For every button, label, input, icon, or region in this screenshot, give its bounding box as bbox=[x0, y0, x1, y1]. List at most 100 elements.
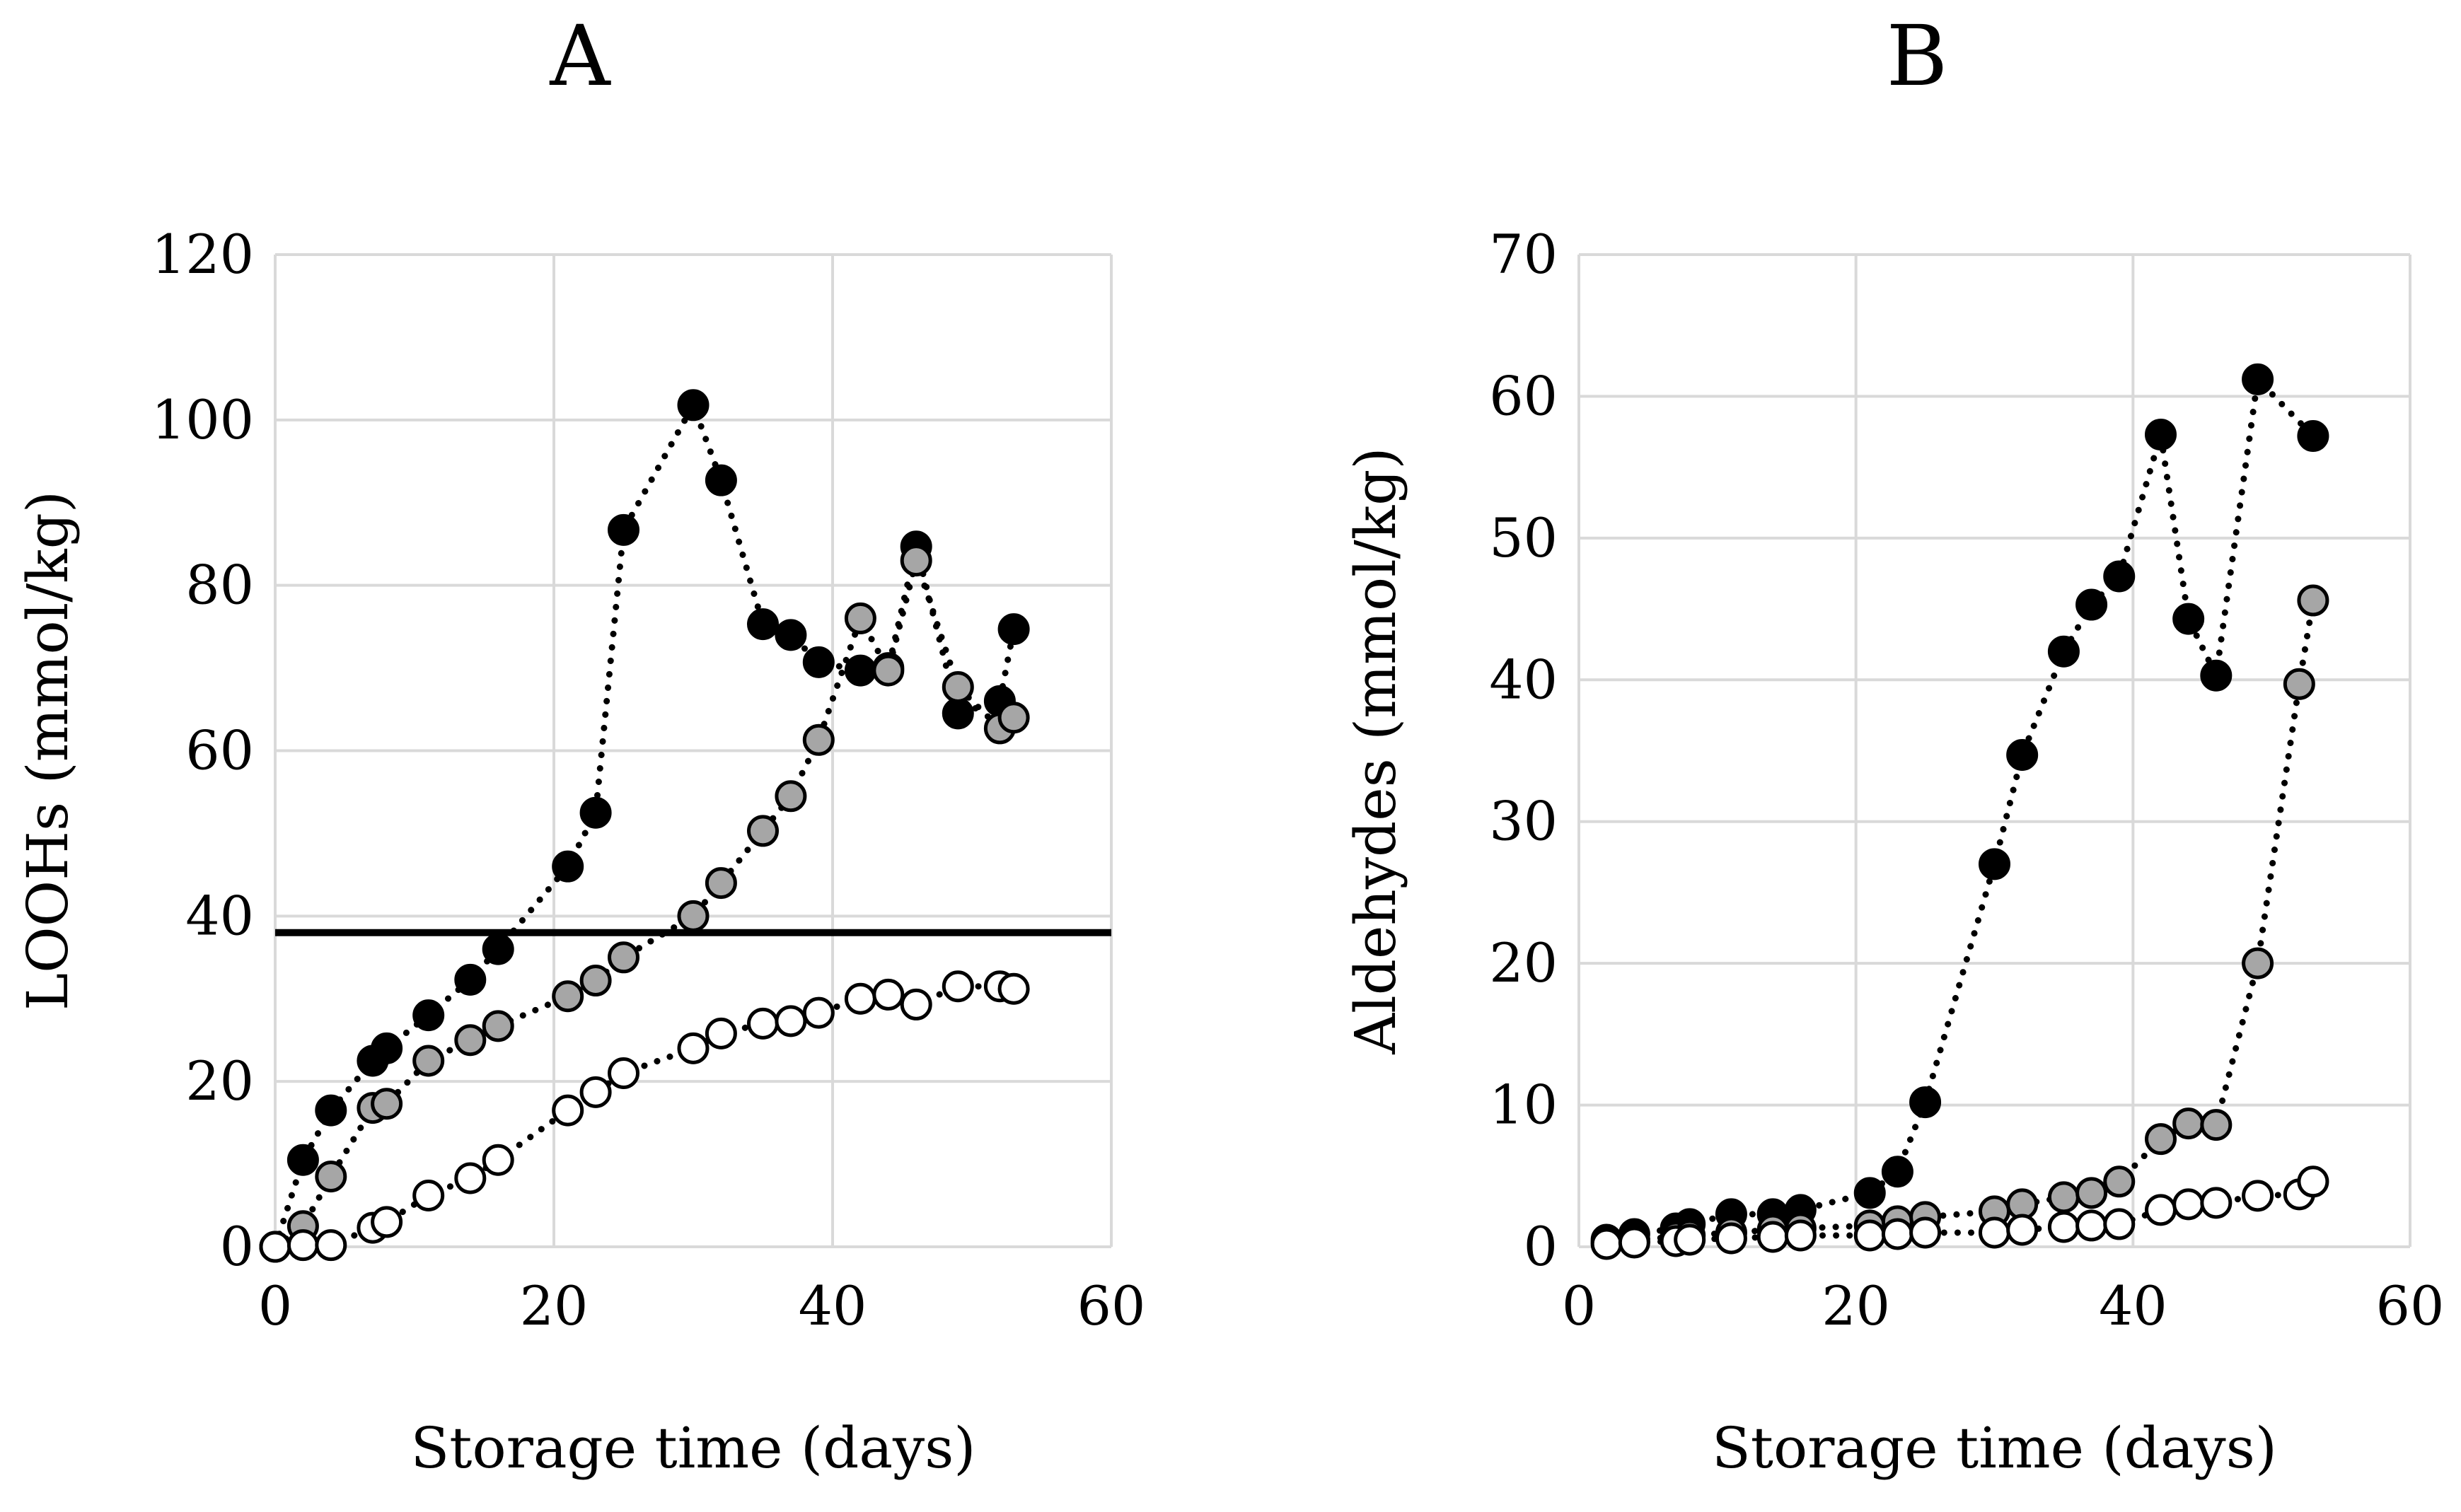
y-tick-label: 10 bbox=[1489, 1074, 1558, 1136]
data-point-black bbox=[1909, 1086, 1942, 1119]
data-point-gray bbox=[608, 941, 639, 974]
data-point-black bbox=[775, 619, 807, 651]
data-point-gray bbox=[2145, 1123, 2177, 1156]
data-point-black bbox=[371, 1032, 403, 1064]
data-point-white bbox=[1756, 1221, 1789, 1253]
y-tick-label: 20 bbox=[1489, 931, 1558, 994]
x-axis-title: Storage time (days) bbox=[1712, 1415, 2277, 1481]
data-point-black bbox=[705, 464, 737, 496]
data-point-black bbox=[2103, 560, 2136, 593]
y-tick-label: 40 bbox=[185, 884, 254, 947]
data-point-gray bbox=[2242, 947, 2274, 979]
data-point-white bbox=[2200, 1187, 2233, 1219]
data-point-white bbox=[1590, 1228, 1623, 1260]
data-point-white bbox=[1853, 1219, 1886, 1252]
panel-title: B bbox=[1887, 7, 1948, 105]
panel-b: 0 20 40 60 0 10 20 30 40 50 60 70 B Storage time (day… bbox=[1343, 7, 2444, 1481]
data-point-white bbox=[2297, 1165, 2329, 1198]
data-point-white bbox=[705, 1017, 737, 1049]
data-point-gray bbox=[2297, 584, 2329, 617]
data-point-white bbox=[1881, 1218, 1913, 1250]
x-tick-label: 20 bbox=[520, 1274, 589, 1337]
y-tick-label: 0 bbox=[220, 1215, 254, 1278]
data-point-white bbox=[1909, 1216, 1942, 1249]
data-point-gray bbox=[705, 867, 737, 900]
data-point-gray bbox=[579, 965, 612, 997]
data-point-white bbox=[2172, 1188, 2205, 1221]
data-point-white bbox=[608, 1057, 639, 1089]
data-point-black bbox=[747, 608, 779, 641]
data-point-gray bbox=[942, 670, 974, 703]
data-point-white bbox=[2047, 1211, 2080, 1243]
data-point-white bbox=[1979, 1216, 2010, 1249]
data-point-gray bbox=[900, 545, 932, 577]
data-point-white bbox=[1674, 1223, 1706, 1256]
data-point-black bbox=[412, 999, 445, 1032]
y-tick-label: 60 bbox=[1489, 364, 1558, 427]
data-point-gray bbox=[454, 1024, 487, 1057]
data-point-white bbox=[579, 1076, 612, 1108]
data-point-black bbox=[454, 963, 487, 996]
data-point-black bbox=[2047, 635, 2080, 668]
data-point-white bbox=[454, 1162, 487, 1194]
data-point-black bbox=[2172, 603, 2205, 635]
series-line-gray bbox=[272, 549, 1017, 1250]
data-point-white bbox=[2103, 1208, 2136, 1240]
data-point-white bbox=[315, 1229, 347, 1262]
data-point-black bbox=[286, 1144, 319, 1176]
y-axis-title: Aldehydes (mmol/kg) bbox=[1343, 447, 1408, 1054]
data-point-white bbox=[844, 982, 876, 1015]
data-point-gray bbox=[2075, 1177, 2108, 1209]
data-point-gray bbox=[997, 702, 1030, 734]
data-point-white bbox=[2075, 1209, 2108, 1242]
data-point-black bbox=[1853, 1177, 1886, 1209]
data-point-white bbox=[997, 972, 1030, 1005]
data-point-gray bbox=[2172, 1107, 2205, 1140]
data-point-white bbox=[482, 1144, 514, 1176]
data-point-black bbox=[2297, 420, 2329, 453]
x-tick-label: 0 bbox=[258, 1274, 292, 1337]
data-point-black bbox=[942, 697, 974, 730]
data-point-gray bbox=[371, 1088, 403, 1120]
x-tick-label: 60 bbox=[1077, 1274, 1146, 1337]
x-tick-label: 20 bbox=[1822, 1274, 1890, 1337]
data-point-gray bbox=[482, 1010, 514, 1042]
y-tick-label: 40 bbox=[1489, 648, 1558, 711]
data-point-black bbox=[2075, 588, 2108, 621]
data-point-white bbox=[2006, 1214, 2039, 1246]
data-point-white bbox=[802, 996, 835, 1029]
data-point-white bbox=[1715, 1222, 1747, 1255]
data-point-black bbox=[802, 646, 835, 678]
data-point-black bbox=[997, 613, 1030, 646]
data-point-gray bbox=[2047, 1181, 2080, 1214]
x-axis-title: Storage time (days) bbox=[411, 1415, 976, 1481]
data-point-gray bbox=[802, 723, 835, 756]
data-point-white bbox=[412, 1180, 445, 1212]
data-point-black bbox=[579, 796, 612, 829]
data-point-black bbox=[1881, 1156, 1913, 1188]
data-point-black bbox=[552, 850, 584, 883]
data-point-white bbox=[677, 1032, 710, 1064]
data-point-black bbox=[677, 389, 710, 421]
y-tick-label: 80 bbox=[185, 554, 254, 617]
y-tick-label: 0 bbox=[1524, 1215, 1558, 1278]
data-point-gray bbox=[747, 815, 779, 847]
data-point-black bbox=[2242, 363, 2274, 395]
y-tick-label: 100 bbox=[151, 388, 254, 451]
x-tick-label: 40 bbox=[799, 1274, 867, 1337]
data-point-white bbox=[872, 978, 905, 1011]
data-point-gray bbox=[2103, 1165, 2136, 1198]
data-point-white bbox=[747, 1007, 779, 1040]
y-tick-label: 20 bbox=[185, 1049, 254, 1112]
y-tick-label: 50 bbox=[1489, 506, 1558, 569]
data-point-gray bbox=[872, 654, 905, 687]
data-point-white bbox=[1618, 1226, 1650, 1259]
data-point-white bbox=[2145, 1194, 2177, 1226]
data-point-black bbox=[1979, 848, 2010, 880]
data-point-white bbox=[552, 1094, 584, 1127]
data-point-gray bbox=[677, 900, 710, 932]
data-point-black bbox=[2006, 739, 2039, 772]
panel-a: 0 20 40 60 0 20 40 60 80 100 120 A Storage time (day… bbox=[15, 7, 1145, 1481]
y-tick-label: 30 bbox=[1489, 790, 1558, 853]
